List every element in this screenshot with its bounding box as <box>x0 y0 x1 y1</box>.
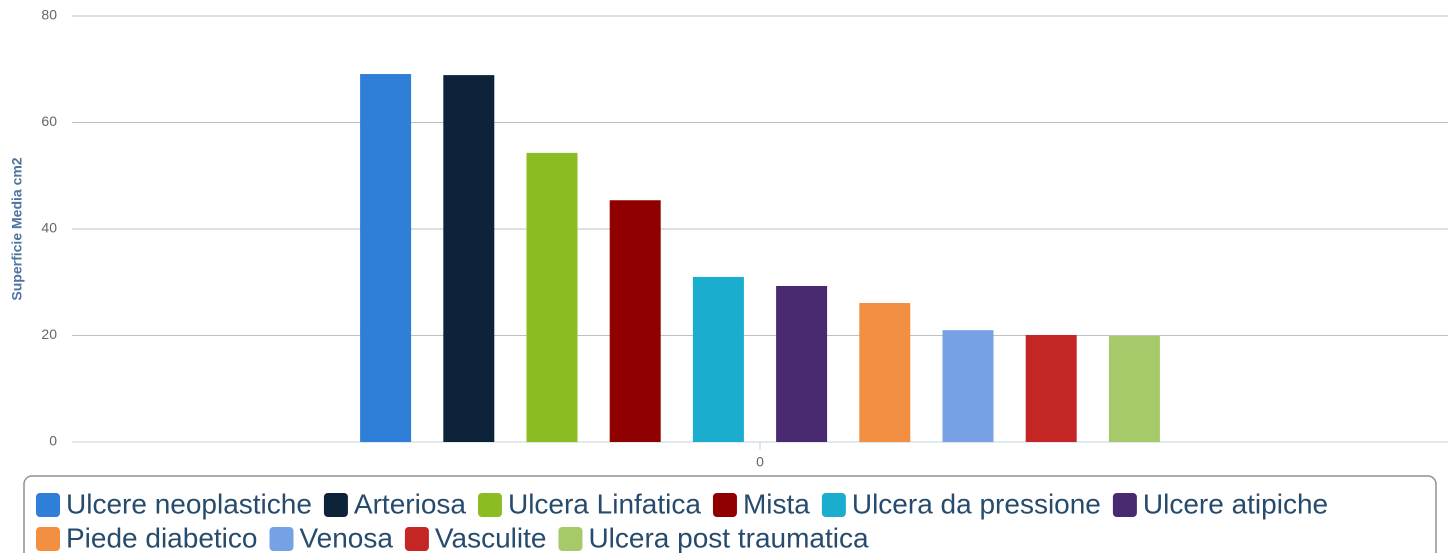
legend-swatch[interactable] <box>323 493 348 517</box>
legend-label[interactable]: Piede diabetico <box>66 522 257 553</box>
legend-label[interactable]: Mista <box>743 488 810 519</box>
legend-label[interactable]: Arteriosa <box>354 488 466 519</box>
bar <box>1108 336 1160 442</box>
legend-box <box>23 475 1437 553</box>
legend-label[interactable]: Vasculite <box>435 522 547 553</box>
legend-swatch[interactable] <box>558 527 583 551</box>
legend-swatch[interactable] <box>269 527 294 551</box>
legend-swatch[interactable] <box>36 493 60 517</box>
legend-label[interactable]: Ulcera post traumatica <box>588 522 869 553</box>
legend-label[interactable]: Venosa <box>299 522 393 553</box>
bar <box>609 200 661 442</box>
bar <box>526 152 578 443</box>
bar <box>692 276 744 442</box>
bar <box>859 303 911 442</box>
y-tick-label: 60 <box>41 113 57 129</box>
y-tick-label: 0 <box>49 433 57 449</box>
bar <box>443 75 495 443</box>
bar <box>776 285 828 442</box>
bar <box>1025 334 1077 442</box>
bar <box>942 330 994 442</box>
y-axis-label: Superficie Media cm2 <box>9 157 25 300</box>
y-tick-label: 20 <box>41 326 57 342</box>
legend-swatch[interactable] <box>1112 493 1137 517</box>
x-tick-label: 0 <box>756 454 764 470</box>
legend-label[interactable]: Ulcera Linfatica <box>508 488 701 519</box>
legend-label[interactable]: Ulcere atipiche <box>1143 488 1328 519</box>
legend-label[interactable]: Ulcera da pressione <box>852 488 1101 519</box>
legend-swatch[interactable] <box>36 527 60 551</box>
legend-swatch[interactable] <box>821 493 846 517</box>
legend-swatch[interactable] <box>477 493 502 517</box>
y-tick-label: 80 <box>41 7 57 23</box>
bar <box>360 74 412 442</box>
legend-label[interactable]: Ulcere neoplastiche <box>66 488 312 519</box>
y-tick-label: 40 <box>41 220 57 236</box>
legend-swatch[interactable] <box>712 493 737 517</box>
legend-swatch[interactable] <box>404 527 429 551</box>
